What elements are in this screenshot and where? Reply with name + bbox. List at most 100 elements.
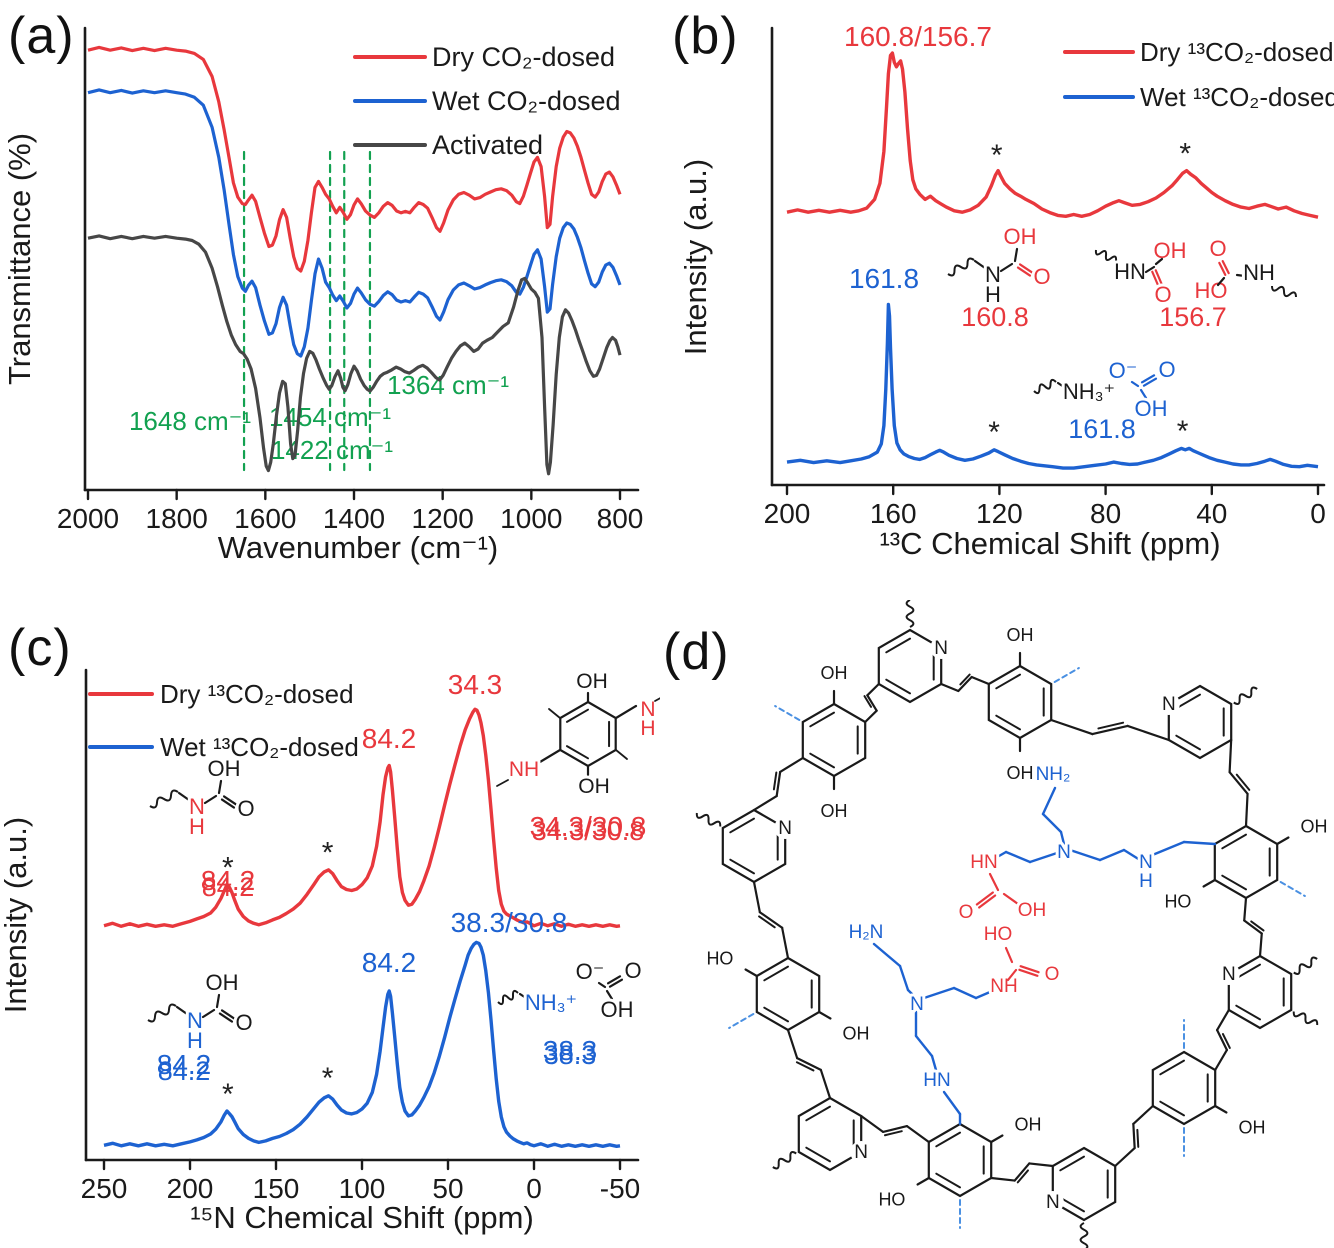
x-tick-label: 100	[339, 1173, 386, 1204]
peak-label-84.2: 84.2	[157, 1049, 212, 1080]
bond	[203, 794, 218, 805]
ring-double-bond	[995, 673, 1021, 690]
molecule-ring-diol-7: OH HO	[875, 1112, 1045, 1229]
panel-label-d: (d)	[663, 623, 730, 681]
atom-label: O	[624, 958, 641, 983]
x-tick-label: 160	[870, 498, 917, 529]
bond	[1215, 1028, 1229, 1052]
bond	[940, 682, 960, 693]
vinylene-link	[863, 682, 880, 724]
ring-double-bond	[995, 714, 1021, 731]
vinylene-link	[940, 673, 990, 693]
amine-chain-bond	[1182, 840, 1217, 846]
atom-label: N	[189, 794, 205, 819]
bond	[1130, 380, 1140, 388]
bond	[905, 1125, 930, 1144]
vinylene-double-bond	[1250, 920, 1265, 932]
hydroxyl-label: OH	[1015, 1115, 1042, 1135]
bond	[1140, 374, 1156, 384]
x-tick-label: 50	[432, 1173, 463, 1204]
bond	[970, 675, 990, 686]
x-axis-title: ¹³C Chemical Shift (ppm)	[879, 526, 1220, 561]
molecule-ring-diol-9: OH HO	[703, 946, 872, 1047]
molecule-ring-pyridine-4: N	[1217, 954, 1319, 1030]
n-mask	[774, 817, 797, 839]
shift-value-label: 160.8	[961, 302, 1029, 332]
ring-double-bond	[1159, 1100, 1185, 1117]
atom-label: O⁻	[1109, 358, 1138, 383]
atom-label: OH	[206, 970, 239, 995]
bond	[654, 697, 660, 702]
bond	[975, 891, 994, 906]
bond	[1154, 269, 1163, 286]
amine-chain-bond	[872, 942, 902, 968]
c-oh-bond	[744, 968, 758, 978]
n-mask	[1041, 1191, 1064, 1213]
h-bond-stub	[1053, 667, 1080, 683]
bond	[752, 794, 778, 812]
legend-label: Dry ¹³CO₂-dosed	[160, 679, 354, 709]
bond	[999, 262, 1014, 273]
x-tick-label: 2000	[57, 503, 119, 534]
atom-label: OH	[208, 756, 241, 781]
bond	[1215, 1008, 1230, 1032]
vinylene-link	[1050, 718, 1170, 742]
shift-value-label: 34.3/30.8	[532, 816, 645, 846]
bond	[1154, 257, 1164, 266]
atom-label: HO	[1195, 278, 1228, 303]
bond	[1228, 738, 1233, 774]
bond	[1028, 1162, 1054, 1168]
vinylene-double-bond	[1097, 721, 1125, 730]
vinylene-link	[1214, 1008, 1231, 1072]
ring-double-bond	[1235, 1004, 1261, 1021]
molecule-ring-pyridine-8: N	[772, 1096, 873, 1172]
peak-label-38.3: 38.3	[543, 1035, 598, 1066]
bond	[614, 704, 638, 720]
legend-entry-2: Activated	[353, 130, 543, 160]
atom-label: N	[985, 262, 1001, 287]
terminal-squiggle	[905, 600, 915, 628]
carbamic-acid-group-1: HN O OH	[956, 849, 1050, 926]
bond	[1218, 261, 1227, 276]
x-tick-label: 1400	[323, 503, 385, 534]
atom-label: O	[1033, 264, 1050, 289]
pyridine-n-label: N	[778, 818, 792, 839]
vinylene-link	[752, 756, 804, 812]
molecule-ring-pyridine-6: N	[1041, 1146, 1117, 1248]
chart-b-svg: 200 160 120 80 40 0 ¹³C Chemical Shift (ppm) In…	[678, 21, 1334, 561]
bond	[605, 989, 614, 1001]
chart-c-svg: 250 200 150 100 50 0 -50 ¹⁵N Chemical Shift (pp…	[0, 667, 660, 1235]
bond	[1002, 892, 1020, 906]
bond	[565, 745, 589, 760]
bond	[779, 756, 804, 774]
bond	[1018, 968, 1039, 977]
bond	[538, 748, 562, 764]
bond	[175, 1005, 189, 1016]
legend-entry-1: Wet CO₂-dosed	[353, 86, 621, 116]
ring-double-bond	[763, 965, 789, 982]
bond	[1132, 1122, 1136, 1150]
ring-bond	[1213, 824, 1279, 900]
vinylene-double-bond	[883, 1130, 903, 1137]
bond	[978, 894, 997, 909]
amine-nh-label: N	[1139, 852, 1153, 873]
c-oh-bond	[1276, 836, 1290, 846]
bond	[1243, 919, 1263, 935]
ring-bond	[1151, 1050, 1217, 1126]
bond	[988, 872, 1000, 892]
hydroxyl-label: OH	[1007, 625, 1034, 645]
shift-value-label: 161.8	[1068, 414, 1136, 444]
molecule-ring-pyridine-0: N	[877, 600, 953, 704]
amine-chain-bond	[922, 986, 956, 1000]
x-tick-label: 1600	[234, 503, 296, 534]
bond	[1132, 1104, 1154, 1125]
amine-chain-bond	[906, 988, 918, 1000]
panel-d-chemical-structure: N OH OH N OH HO N OH N OH HO N OH HO N OH OH NH₂ N N H HN O OH H…	[660, 600, 1334, 1248]
structure-carbamate-red-nh: NH OH O 84.2	[149, 753, 258, 902]
bond	[881, 1125, 909, 1133]
panel-label-b: (b)	[672, 7, 739, 65]
